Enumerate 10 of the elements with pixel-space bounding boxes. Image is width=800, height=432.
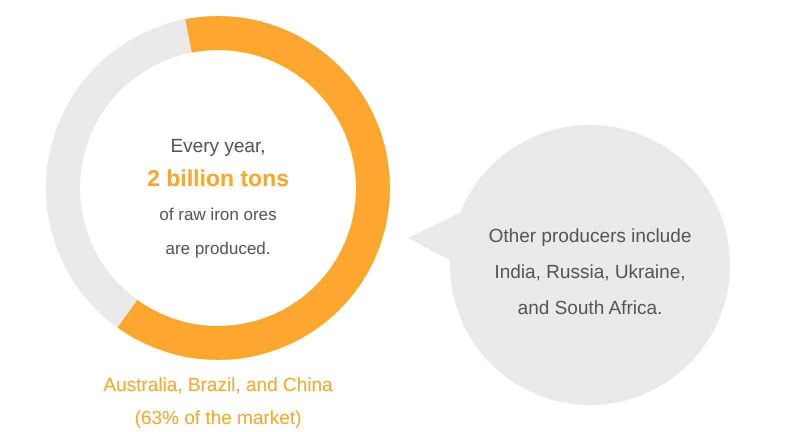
text: Other producers include	[488, 226, 692, 247]
text: and South Africa.	[518, 298, 662, 319]
text: Every year,	[170, 136, 266, 157]
text: 2 billion tons	[147, 165, 289, 191]
text: are produced.	[166, 239, 270, 258]
slice-label: Australia, Brazil, and China	[103, 375, 334, 396]
text: (63% of the market)	[134, 408, 302, 429]
text: India, Russia, Ukraine,	[494, 262, 686, 283]
text: of raw iron ores	[159, 205, 277, 224]
donut-slice	[117, 16, 390, 360]
